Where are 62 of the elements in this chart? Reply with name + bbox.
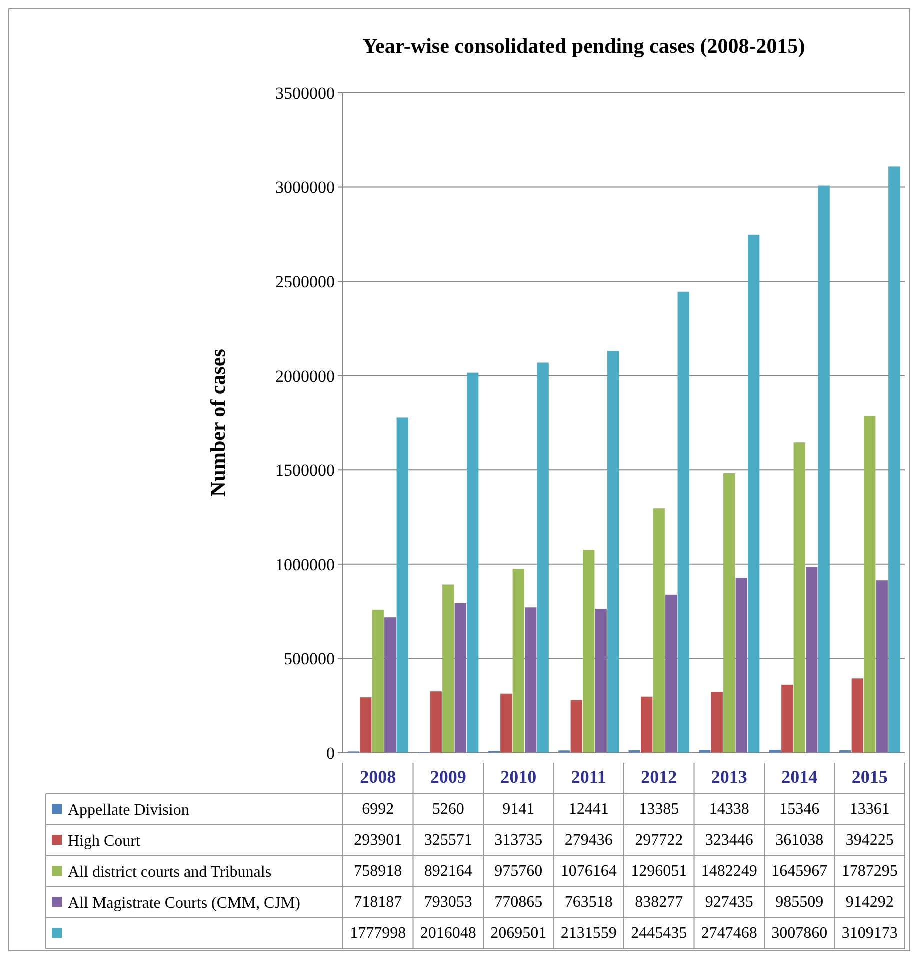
data-label: 14338 [709, 801, 750, 818]
data-label: 361038 [776, 832, 824, 849]
data-label: 2016048 [420, 925, 476, 942]
data-label: 2445435 [631, 925, 688, 942]
data-label: 892164 [424, 863, 472, 880]
y-axis-title: Number of cases [206, 349, 230, 497]
legend-label: High Court [68, 833, 141, 850]
data-label: 15346 [780, 801, 820, 818]
data-label: 838277 [635, 894, 684, 911]
data-label: 12441 [568, 801, 609, 818]
x-tick-label: 2012 [641, 767, 678, 787]
data-label: 313735 [494, 832, 543, 849]
data-label: 1076164 [560, 863, 617, 880]
x-tick-label: 2010 [500, 767, 537, 787]
x-tick-label: 2009 [430, 767, 466, 787]
x-tick-label: 2008 [360, 767, 396, 787]
data-label: 975760 [494, 863, 543, 880]
x-tick-label: 2014 [782, 767, 818, 787]
data-label: 13385 [639, 801, 680, 818]
legend-label: Appellate Division [68, 802, 190, 819]
data-label: 293901 [354, 832, 402, 849]
data-label: 3007860 [772, 925, 828, 942]
data-label: 1482249 [701, 863, 758, 880]
y-tick-label: 3000000 [276, 178, 335, 198]
y-tick-label: 1500000 [276, 461, 335, 480]
data-label: 5260 [432, 801, 464, 818]
data-label: 6992 [362, 801, 394, 818]
y-tick-label: 2000000 [276, 366, 335, 386]
data-label: 770865 [494, 894, 543, 911]
y-tick-label: 3500000 [276, 84, 335, 103]
y-tick-label: 500000 [284, 650, 335, 669]
data-label: 279436 [564, 832, 613, 849]
data-label: 394225 [846, 832, 894, 849]
data-label: 1777998 [350, 925, 406, 942]
data-label: 2069501 [490, 925, 547, 942]
data-label: 1645967 [772, 863, 828, 880]
data-label: 1296051 [631, 863, 688, 880]
data-label: 325571 [424, 832, 472, 849]
data-label: 927435 [705, 894, 754, 911]
x-tick-label: 2011 [571, 767, 606, 787]
x-tick-label: 2013 [711, 767, 748, 787]
chart-title: Year-wise consolidated pending cases (2008-2015) [362, 34, 806, 58]
data-label: 9141 [502, 801, 535, 818]
data-label: 1787295 [842, 863, 898, 880]
data-label: 985509 [776, 894, 824, 911]
data-label: 297722 [635, 832, 684, 849]
legend-label: All district courts and Tribunals [68, 864, 272, 881]
data-label: 718187 [354, 894, 402, 911]
x-tick-label: 2015 [852, 767, 888, 787]
y-tick-label: 0 [326, 744, 335, 763]
data-label: 914292 [846, 894, 894, 911]
data-label: 323446 [705, 832, 754, 849]
y-tick-label: 2500000 [276, 272, 335, 292]
legend-label: All Magistrate Courts (CMM, CJM) [68, 895, 300, 912]
data-label: 13361 [850, 801, 890, 818]
data-label: 793053 [424, 894, 472, 911]
y-tick-label: 1000000 [276, 555, 335, 574]
data-label: 2131559 [560, 925, 617, 942]
data-label: 3109173 [842, 925, 898, 942]
data-label: 763518 [564, 894, 613, 911]
data-label: 758918 [354, 863, 402, 880]
data-label: 2747468 [701, 925, 758, 942]
